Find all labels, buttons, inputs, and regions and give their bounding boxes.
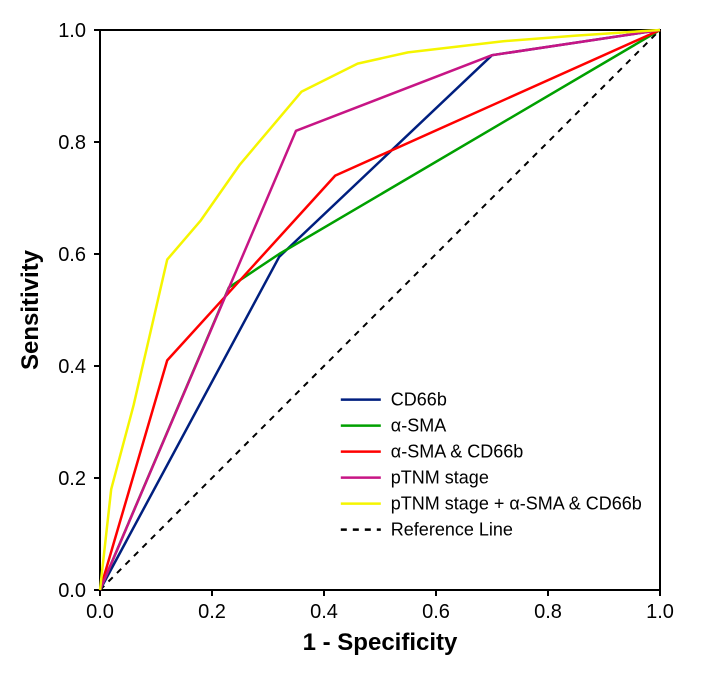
x-axis-label: 1 - Specificity [303, 629, 458, 656]
legend-label: α-SMA & CD66b [391, 442, 523, 462]
x-tick-label: 0.6 [422, 601, 450, 623]
legend-label: pTNM stage + α-SMA & CD66b [391, 494, 642, 514]
legend-label: Reference Line [391, 520, 513, 540]
y-tick-label: 1.0 [58, 20, 86, 42]
legend-label: pTNM stage [391, 468, 489, 488]
roc-chart-container: 0.0 0.2 0.4 0.6 0.8 1.0 0.0 0.2 0.4 0.6 0.8 1.0 1 - … [0, 0, 709, 686]
y-tick-label: 0.8 [58, 132, 86, 154]
legend-label: α-SMA [391, 416, 446, 436]
legend-label: CD66b [391, 390, 447, 410]
x-tick-label: 0.0 [86, 601, 114, 623]
y-tick-label: 0.6 [58, 244, 86, 266]
y-tick-label: 0.2 [58, 468, 86, 490]
x-tick-label: 0.8 [534, 601, 562, 623]
y-tick-label: 0.0 [58, 580, 86, 602]
x-tick-label: 0.4 [310, 601, 338, 623]
y-tick-label: 0.4 [58, 356, 86, 378]
y-axis-label: Sensitivity [17, 249, 44, 370]
x-tick-label: 1.0 [646, 601, 674, 623]
x-tick-label: 0.2 [198, 601, 226, 623]
roc-chart-svg: 0.0 0.2 0.4 0.6 0.8 1.0 0.0 0.2 0.4 0.6 0.8 1.0 1 - … [0, 0, 709, 686]
